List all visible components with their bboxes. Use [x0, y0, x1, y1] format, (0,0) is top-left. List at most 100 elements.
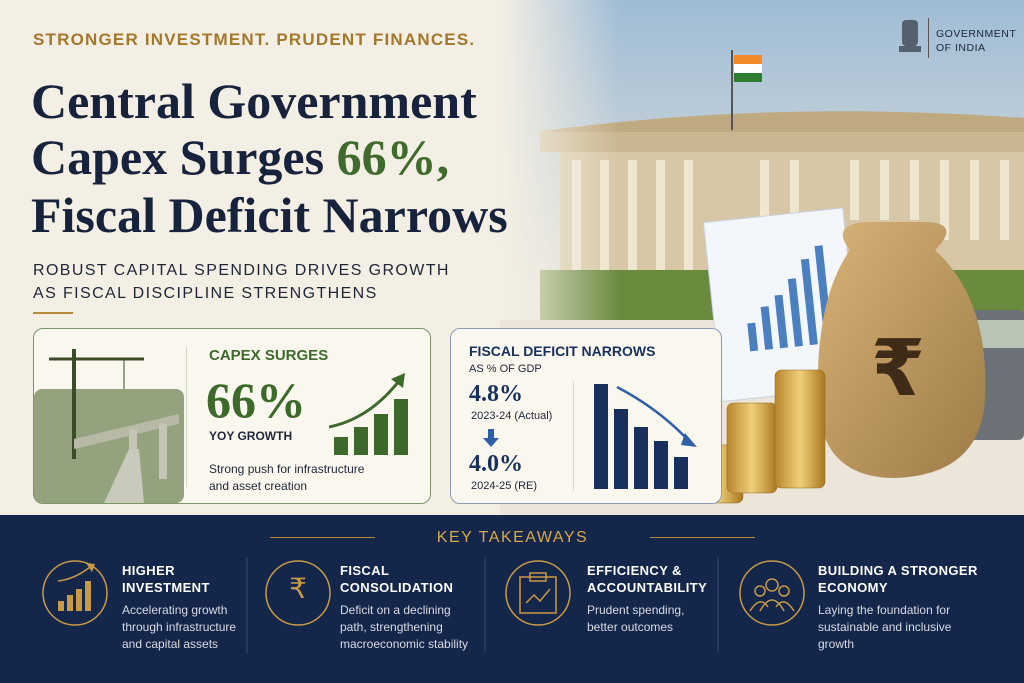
construction-illustration	[34, 349, 184, 503]
capex-figure: 66%	[206, 372, 306, 428]
title-line: Fiscal Deficit Narrows	[31, 187, 508, 243]
flag	[734, 55, 762, 64]
decoration	[74, 414, 179, 449]
decoration	[58, 601, 64, 611]
decoration	[85, 581, 91, 611]
decoration	[505, 560, 571, 626]
decoration	[654, 441, 668, 489]
takeaway-title: ECONOMY	[818, 580, 888, 595]
decoration	[246, 557, 719, 653]
note-line: and asset creation	[209, 479, 308, 493]
subtitle-line: AS FISCAL DISCIPLINE STRENGTHENS	[33, 285, 378, 302]
deficit-card: FISCAL DEFICIT NARROWS AS % OF GDP 4.8% …	[450, 328, 722, 504]
decoration	[265, 560, 331, 626]
growth-icon	[329, 373, 408, 455]
fade	[500, 0, 620, 330]
decoration	[778, 585, 790, 597]
decoration	[329, 380, 401, 429]
emblem-text: GOVERNMENT OF INDIA	[936, 27, 1016, 55]
takeaway-title: CONSOLIDATION	[340, 580, 454, 595]
takeaway-icons	[42, 557, 805, 653]
icon-symbol: ₹	[289, 572, 307, 605]
dome	[550, 111, 1024, 132]
title-highlight: 66%,	[336, 129, 450, 185]
period: 2024-25 (RE)	[471, 480, 538, 492]
rule	[270, 537, 375, 538]
decoration	[774, 294, 789, 349]
decoration	[614, 409, 628, 489]
decoration	[850, 160, 859, 220]
decoration	[681, 433, 697, 447]
decoration	[749, 599, 795, 612]
title-line: Capex Surges 66%,	[31, 132, 449, 182]
decoration	[754, 585, 766, 597]
decoration	[739, 560, 805, 626]
bag-symbol: ₹	[871, 324, 925, 414]
decoration	[391, 373, 405, 388]
kicker: STRONGER INVESTMENT. PRUDENT FINANCES.	[33, 30, 476, 49]
decoration	[910, 160, 919, 220]
decoration	[656, 160, 665, 270]
card-subheading: AS % OF GDP	[469, 363, 542, 375]
decoration	[616, 385, 690, 442]
decoration	[594, 384, 608, 489]
decline-icon	[594, 384, 697, 489]
decoration	[790, 160, 799, 220]
takeaway-text: Deficit on a declining	[340, 603, 451, 617]
decoration	[594, 384, 688, 489]
decoration	[42, 560, 805, 626]
decoration	[519, 572, 557, 614]
card-divider	[186, 347, 187, 487]
decoration	[970, 160, 979, 240]
down-arrow	[483, 429, 499, 447]
card-heading: FISCAL DEFICIT NARROWS	[469, 343, 656, 359]
decoration	[104, 449, 144, 503]
takeaway-text: path, strengthening	[340, 620, 443, 634]
decoration	[765, 578, 779, 592]
decoration	[747, 245, 833, 352]
emblem-line: OF INDIA	[936, 42, 986, 54]
decoration	[760, 160, 769, 220]
decoration	[334, 399, 408, 455]
takeaway-text: through infrastructure	[122, 620, 237, 634]
takeaway-text: Laying the foundation for	[818, 603, 951, 617]
decoration	[726, 402, 778, 494]
decoration	[634, 427, 648, 489]
takeaway-text: Prudent spending,	[587, 603, 685, 617]
takeaways-band	[0, 515, 1024, 683]
takeaway-title: FISCAL	[340, 563, 390, 578]
card-note: Strong push for infrastructure and asset…	[209, 461, 364, 495]
takeaway-title: BUILDING A STRONGER	[818, 563, 978, 578]
decoration	[774, 369, 826, 489]
decoration	[334, 437, 348, 455]
money-bag	[817, 222, 986, 478]
takeaway-text: macroeconomic stability	[340, 637, 469, 651]
takeaway-title: INVESTMENT	[122, 580, 210, 595]
decoration	[684, 160, 693, 270]
figure-label: YOY GROWTH	[209, 429, 293, 443]
rule	[650, 537, 755, 538]
decoration	[628, 160, 637, 270]
takeaway-text: better outcomes	[587, 620, 674, 634]
note-line: Strong push for infrastructure	[209, 462, 365, 476]
flag	[734, 73, 762, 82]
decoration	[674, 457, 688, 489]
decoration	[940, 160, 949, 240]
flag	[734, 64, 762, 73]
takeaway-title: HIGHER	[122, 563, 175, 578]
takeaway-text: sustainable and inclusive	[818, 620, 952, 634]
decoration	[67, 595, 73, 611]
rule	[33, 312, 73, 314]
takeaway-text: Accelerating growth	[122, 603, 228, 617]
decoration	[899, 46, 921, 52]
takeaway-text: and capital assets	[122, 637, 219, 651]
subtitle-line: ROBUST CAPITAL SPENDING DRIVES GROWTH	[33, 262, 450, 279]
decoration	[34, 389, 184, 503]
decoration	[747, 322, 759, 352]
decoration	[159, 424, 167, 479]
decoration	[760, 306, 774, 350]
period: 2023-24 (Actual)	[471, 410, 553, 422]
title-text: Capex Surges	[31, 129, 325, 185]
decoration	[880, 160, 889, 220]
